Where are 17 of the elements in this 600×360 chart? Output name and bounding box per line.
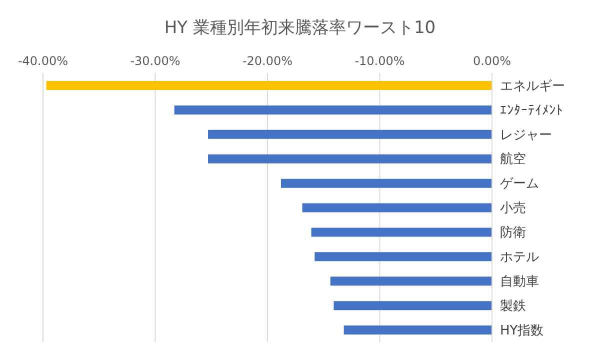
y-tick-label: 小売	[500, 201, 526, 216]
y-tick-label: ｴﾝﾀｰﾃｲﾒﾝﾄ	[500, 103, 563, 118]
y-tick-label: 防衛	[500, 226, 526, 241]
y-tick-label: ホテル	[500, 250, 539, 266]
x-tick-label: -40.00%	[18, 54, 68, 68]
y-tick-label: 製鉄	[500, 298, 526, 314]
y-tick-label: エネルギー	[500, 78, 565, 94]
y-tick-label: HY指数	[500, 323, 544, 338]
y-tick-label: ゲーム	[500, 176, 539, 192]
x-tick-label: -20.00%	[242, 54, 293, 68]
y-tick-label: 航空	[500, 152, 526, 168]
x-tick-label: -10.00%	[354, 54, 405, 68]
chart-title: HY 業種別年初来騰落率ワースト10	[163, 17, 437, 40]
x-tick-label: -30.00%	[130, 54, 180, 68]
y-tick-label: 自動車	[500, 274, 539, 290]
x-tick-label: 0.00%	[472, 54, 512, 68]
y-tick-label: レジャー	[500, 128, 552, 143]
